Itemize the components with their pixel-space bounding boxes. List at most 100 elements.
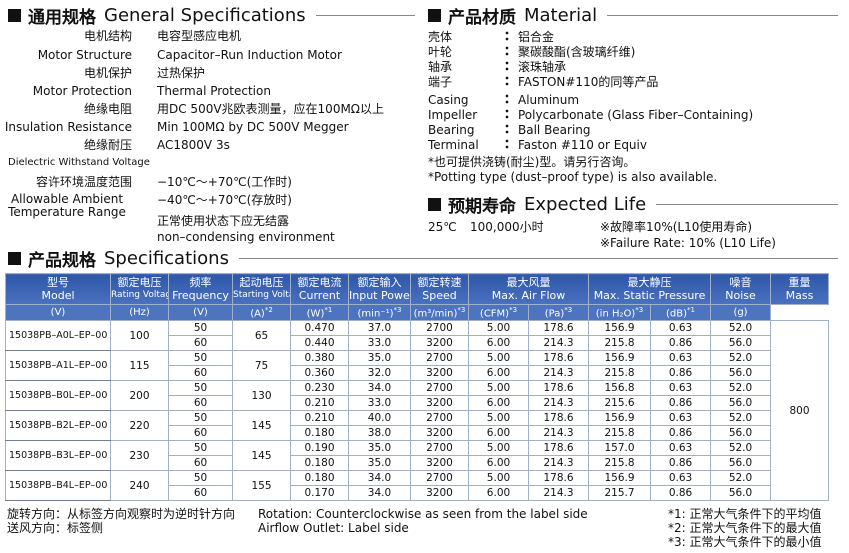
cell: 5.00	[468, 410, 529, 426]
cell: 33.0	[348, 335, 411, 351]
cell: 38.0	[348, 425, 411, 441]
cell: 52.0	[710, 320, 772, 336]
cell: 156.9	[588, 320, 652, 336]
spec-value: 用DC 500V兆欧表测量，应在100MΩ以上	[157, 102, 384, 116]
cell: 0.63	[650, 350, 712, 366]
footer-zh: 送风方向：标签侧	[7, 521, 104, 535]
column-en: Max. Static Pressure	[593, 289, 706, 302]
unit-text: (CFM)	[479, 308, 510, 320]
material-note: *Potting type (dust–proof type) is also …	[428, 170, 718, 184]
cell: 214.3	[527, 455, 590, 471]
cell: 34.0	[348, 380, 411, 396]
rating-voltage: 200	[110, 380, 169, 411]
starting-voltage: 145	[232, 440, 291, 471]
cell: 52.0	[710, 440, 772, 456]
footer-note: *3: 正常大气条件下的最小值	[668, 535, 822, 549]
life-temp: 25℃	[428, 220, 457, 234]
cell: 34.0	[348, 470, 411, 486]
column-zh: 频率	[189, 276, 212, 289]
cell: 0.380	[290, 350, 349, 366]
colon	[505, 138, 509, 150]
data-row: 15038PB–B4L–EP–00 240 50 155 0.180 34.0 2700 5.…	[5, 470, 829, 501]
column-en: Max. Air Flow	[491, 289, 566, 302]
column-en: Starting Voltage	[233, 290, 290, 300]
cell: 0.180	[290, 455, 349, 471]
starting-voltage: 155	[232, 470, 291, 501]
cell: 50	[168, 470, 233, 486]
cell: 214.3	[527, 425, 590, 441]
material-label: Impeller	[428, 108, 478, 122]
cell: 0.470	[290, 320, 349, 336]
unit-text: (g)	[733, 307, 748, 318]
spec-value: −10℃～+70℃(工作时)	[157, 175, 292, 189]
cell: 215.7	[588, 485, 652, 501]
colon	[505, 60, 509, 72]
cell: 215.8	[588, 365, 652, 381]
spec-note: 正常使用状态下应无结露	[157, 214, 290, 228]
colon	[505, 93, 509, 105]
header-zh: 产品材质	[448, 7, 516, 28]
column-header: 噪音 Noise	[710, 273, 772, 305]
unit-note: *3	[635, 305, 644, 314]
column-zh: 最大风量	[506, 276, 551, 289]
cell: 50	[168, 410, 233, 426]
data-row: 15038PB–A1L–EP–00 115 50 75 0.380 35.0 2700 5.0…	[5, 350, 829, 381]
cell: 0.86	[650, 485, 712, 501]
cell: 0.63	[650, 440, 712, 456]
header-en: Specifications	[104, 247, 229, 269]
header-rule	[315, 14, 415, 16]
unit-text: (m³/min)	[413, 308, 458, 320]
unit-text: (min⁻¹)	[357, 308, 394, 320]
cell: 215.8	[588, 335, 652, 351]
material-label: Terminal	[428, 138, 479, 152]
unit-note: *3	[509, 305, 518, 314]
cell: 3200	[410, 395, 469, 411]
unit-note: *3	[457, 305, 466, 314]
column-header: 频率 Frequency	[168, 273, 233, 305]
unit: (Hz)	[110, 304, 169, 321]
cell: 0.86	[650, 365, 712, 381]
data-row: 15038PB–B0L–EP–00 200 50 130 0.230 34.0 2700 5.…	[5, 380, 829, 411]
unit: (m³/min)*3	[410, 304, 469, 321]
cell: 52.0	[710, 410, 772, 426]
section-header: 预期寿命 Expected Life	[428, 193, 838, 217]
cell: 56.0	[710, 335, 772, 351]
unit-text: (in H₂O)	[595, 308, 636, 320]
cell: 156.8	[588, 380, 652, 396]
colon	[505, 75, 509, 87]
spec-label: Insulation Resistance	[4, 120, 132, 134]
spec-value: Min 100MΩ by DC 500V Megger	[157, 120, 349, 134]
unit: (CFM)*3	[468, 304, 529, 321]
column-header: 最大风量 Max. Air Flow	[467, 273, 590, 305]
cell: 0.86	[650, 335, 712, 351]
cell: 60	[168, 335, 233, 351]
cell: 35.0	[348, 455, 411, 471]
cell: 3200	[410, 335, 469, 351]
spec-label: Motor Protection	[32, 84, 132, 98]
data-row: 60 0.360 32.0 3200 6.00 214.3 215.8 0.86 56.0	[6, 365, 829, 381]
cell: 60	[168, 455, 233, 471]
model: 15038PB–A0L–EP–00	[5, 320, 111, 351]
cell: 50	[168, 320, 233, 336]
spec-label: Allowable Ambient Temperature Range	[8, 192, 126, 219]
data-row: 15038PB–A0L–EP–00 100 50 65 0.470 37.0 2700 5.0…	[5, 320, 830, 501]
cell: 0.210	[290, 410, 349, 426]
data-row: 15038PB–B3L–EP–00 230 50 145 0.190 35.0 2700 5.…	[5, 440, 829, 471]
header-zh: 产品规格	[28, 250, 96, 271]
cell: 50	[168, 440, 233, 456]
data-row: 15038PB–B2L–EP–00 220 50 145 0.210 40.0 2700 5.…	[5, 410, 829, 441]
unit-text: (dB)	[666, 308, 688, 320]
section-header: 产品材质 Material	[428, 4, 838, 28]
cell: 2700	[410, 380, 469, 396]
cell: 178.6	[527, 350, 590, 366]
unit: (W)*1	[290, 304, 349, 321]
column-zh: 噪音	[729, 276, 752, 289]
model: 15038PB–B3L–EP–00	[5, 440, 111, 471]
cell: 178.6	[527, 380, 590, 396]
cell: 6.00	[468, 395, 529, 411]
cell: 52.0	[710, 380, 772, 396]
cell: 157.0	[588, 440, 652, 456]
life-note: ※故障率10%(L10使用寿命)	[600, 220, 753, 234]
column-header: 型号 Model	[5, 273, 111, 305]
cell: 56.0	[710, 485, 772, 501]
